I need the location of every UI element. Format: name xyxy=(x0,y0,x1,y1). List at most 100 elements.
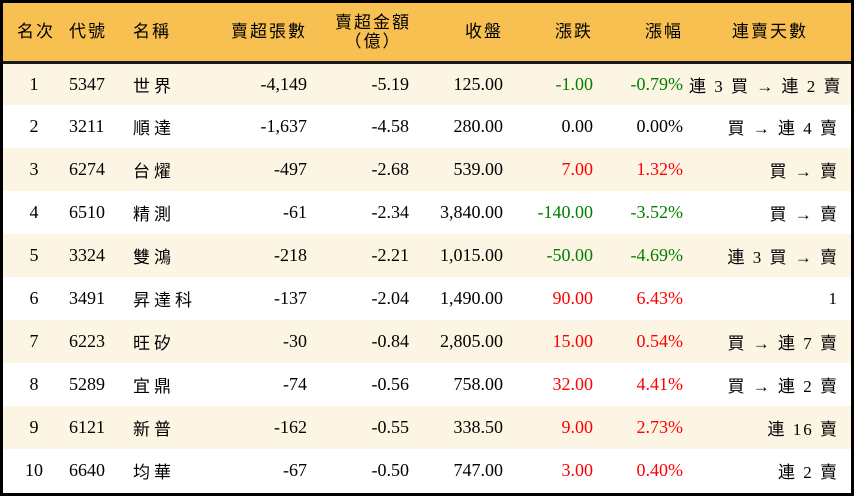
cell-net-sell-lots: -4,149 xyxy=(260,73,308,94)
header-net-sell-amount-line1: 賣超金額 xyxy=(335,12,411,32)
cell-net-sell-lots: -497 xyxy=(274,159,307,179)
cell-net-sell-amount: -5.19 xyxy=(371,73,410,94)
cell-close: 1,490.00 xyxy=(440,288,503,308)
cell-change-pct: 2.73% xyxy=(636,417,684,437)
table-row: 4 6510 精測 -61 -2.34 3,840.00 -140.00 -3.… xyxy=(3,191,851,234)
cell-close: 758.00 xyxy=(453,374,504,394)
cell-code: 3324 xyxy=(69,245,105,265)
cell-net-sell-lots: -1,637 xyxy=(260,116,308,136)
cell-change: 90.00 xyxy=(552,288,594,308)
cell-close: 2,805.00 xyxy=(440,331,503,351)
table-row: 8 5289 宜鼎 -74 -0.56 758.00 32.00 4.41% 買… xyxy=(3,363,851,406)
cell-change: 3.00 xyxy=(561,460,594,480)
cell-change: 9.00 xyxy=(561,417,594,437)
cell-code: 5289 xyxy=(69,374,105,394)
cell-streak: 1 xyxy=(828,288,839,308)
table-row: 9 6121 新普 -162 -0.55 338.50 9.00 2.73% 連… xyxy=(3,406,851,449)
cell-rank: 8 xyxy=(29,374,39,394)
cell-streak: 買 → 連 2 賣 xyxy=(727,377,839,396)
cell-code: 3491 xyxy=(69,288,105,308)
cell-code: 6640 xyxy=(69,460,105,480)
cell-name: 均華 xyxy=(133,463,175,482)
cell-net-sell-amount: -2.21 xyxy=(371,245,410,265)
cell-close: 747.00 xyxy=(453,460,504,480)
cell-net-sell-amount: -0.84 xyxy=(371,331,410,351)
cell-net-sell-amount: -2.04 xyxy=(371,288,410,308)
cell-net-sell-amount: -4.58 xyxy=(371,116,410,136)
table-header-row: 名次 代號 名稱 賣超張數 賣超金額 （億） 收盤 漲跌 漲幅 連賣天數 xyxy=(3,3,851,64)
cell-close: 280.00 xyxy=(453,116,504,136)
header-close: 收盤 xyxy=(415,3,509,64)
cell-close: 125.00 xyxy=(453,73,504,94)
cell-name: 旺矽 xyxy=(133,334,175,353)
cell-net-sell-lots: -30 xyxy=(283,331,307,351)
cell-change: -50.00 xyxy=(546,245,594,265)
cell-change-pct: -0.79% xyxy=(630,73,684,94)
header-name: 名稱 xyxy=(127,3,217,64)
table-row: 2 3211 順達 -1,637 -4.58 280.00 0.00 0.00%… xyxy=(3,105,851,148)
cell-change-pct: 0.00% xyxy=(636,116,684,136)
cell-streak: 連 16 賣 xyxy=(767,420,839,439)
cell-code: 3211 xyxy=(69,116,105,136)
cell-change-pct: -3.52% xyxy=(630,202,684,222)
cell-change: 32.00 xyxy=(552,374,594,394)
cell-streak: 買 → 連 7 賣 xyxy=(727,334,839,353)
table-row: 5 3324 雙鴻 -218 -2.21 1,015.00 -50.00 -4.… xyxy=(3,234,851,277)
cell-net-sell-lots: -74 xyxy=(283,374,307,394)
cell-change: 0.00 xyxy=(561,116,594,136)
header-streak: 連賣天數 xyxy=(689,3,851,64)
cell-net-sell-lots: -67 xyxy=(283,460,307,480)
cell-change: 7.00 xyxy=(561,159,594,179)
cell-code: 6121 xyxy=(69,417,105,437)
cell-net-sell-lots: -218 xyxy=(274,245,307,265)
header-net-sell-amount: 賣超金額 （億） xyxy=(313,3,415,64)
cell-rank: 4 xyxy=(29,202,39,222)
cell-change-pct: 0.54% xyxy=(636,331,684,351)
cell-close: 3,840.00 xyxy=(440,202,503,222)
table-row: 1 5347 世界 -4,149 -5.19 125.00 -1.00 -0.7… xyxy=(3,62,851,105)
cell-code: 6274 xyxy=(69,159,105,179)
cell-change-pct: 1.32% xyxy=(636,159,684,179)
cell-rank: 9 xyxy=(29,417,39,437)
table-row: 6 3491 昇達科 -137 -2.04 1,490.00 90.00 6.4… xyxy=(3,277,851,320)
cell-name: 世界 xyxy=(133,76,175,96)
header-code: 代號 xyxy=(65,3,127,64)
cell-rank: 6 xyxy=(29,288,39,308)
cell-rank: 7 xyxy=(29,331,39,351)
cell-name: 雙鴻 xyxy=(133,248,175,267)
cell-streak: 買 → 賣 xyxy=(769,205,839,224)
cell-change: -1.00 xyxy=(555,73,594,94)
cell-name: 精測 xyxy=(133,205,175,224)
net-sell-ranking-table: 名次 代號 名稱 賣超張數 賣超金額 （億） 收盤 漲跌 漲幅 連賣天數 1 5… xyxy=(3,3,851,492)
cell-change-pct: 6.43% xyxy=(636,288,684,308)
cell-change: 15.00 xyxy=(552,331,594,351)
table-row: 10 6640 均華 -67 -0.50 747.00 3.00 0.40% 連… xyxy=(3,449,851,492)
cell-net-sell-lots: -61 xyxy=(283,202,307,222)
cell-close: 1,015.00 xyxy=(440,245,503,265)
cell-rank: 2 xyxy=(29,116,39,136)
cell-name: 台燿 xyxy=(133,162,175,181)
cell-name: 宜鼎 xyxy=(133,377,175,396)
cell-streak: 買 → 連 4 賣 xyxy=(727,119,839,138)
cell-net-sell-amount: -0.56 xyxy=(371,374,410,394)
cell-code: 6510 xyxy=(69,202,105,222)
cell-rank: 3 xyxy=(29,159,39,179)
header-change: 漲跌 xyxy=(509,3,599,64)
cell-streak: 連 2 賣 xyxy=(778,463,839,482)
cell-change-pct: 4.41% xyxy=(636,374,684,394)
cell-streak: 連 3 買 → 連 2 賣 xyxy=(689,76,843,96)
cell-code: 5347 xyxy=(69,73,105,94)
header-net-sell-lots: 賣超張數 xyxy=(217,3,313,64)
cell-name: 順達 xyxy=(133,119,175,138)
cell-name: 新普 xyxy=(133,420,175,439)
cell-rank: 10 xyxy=(25,460,43,480)
cell-name: 昇達科 xyxy=(133,291,196,310)
cell-net-sell-amount: -2.34 xyxy=(371,202,410,222)
header-change-pct: 漲幅 xyxy=(599,3,689,64)
cell-net-sell-amount: -0.50 xyxy=(371,460,410,480)
header-net-sell-amount-line2: （億） xyxy=(344,31,402,51)
cell-streak: 連 3 買 → 賣 xyxy=(727,248,839,267)
cell-net-sell-amount: -2.68 xyxy=(371,159,410,179)
cell-net-sell-amount: -0.55 xyxy=(371,417,410,437)
